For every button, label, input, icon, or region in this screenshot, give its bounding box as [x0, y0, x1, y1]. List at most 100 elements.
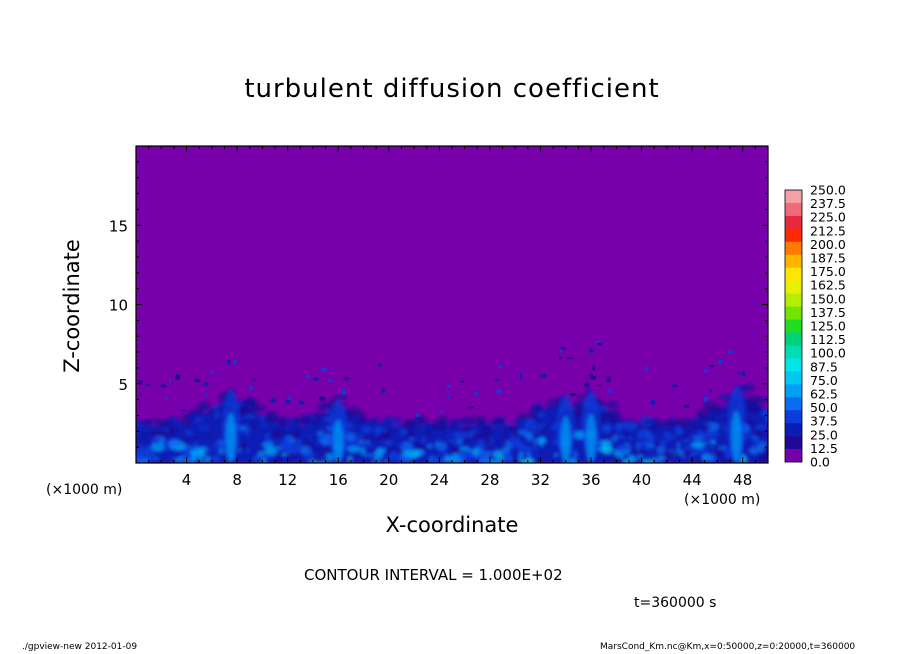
- eddy-mark: [375, 425, 381, 436]
- x-axis-label: X-coordinate: [0, 513, 904, 537]
- scattered-cell: [608, 389, 612, 393]
- scattered-cell: [381, 388, 385, 393]
- eddy-mark: [453, 431, 467, 440]
- eddy-mark: [472, 432, 484, 441]
- scattered-cell: [540, 374, 547, 379]
- eddy-mark: [347, 446, 361, 452]
- scattered-cell: [289, 396, 292, 400]
- eddy-mark: [432, 457, 444, 463]
- eddy-mark: [375, 451, 383, 459]
- eddy-mark: [681, 439, 693, 443]
- x-tick-label: 28: [480, 471, 499, 489]
- eddy-mark: [255, 420, 270, 430]
- scattered-cell: [270, 398, 275, 403]
- eddy-mark: [478, 443, 483, 449]
- x-tick-label: 4: [182, 471, 192, 489]
- eddy-mark: [311, 411, 317, 421]
- eddy-mark: [280, 444, 293, 450]
- eddy-mark: [266, 448, 277, 455]
- eddy-mark: [643, 447, 658, 457]
- eddy-mark: [509, 447, 518, 452]
- scattered-cell: [606, 377, 611, 383]
- eddy-mark: [670, 436, 674, 442]
- scattered-cell: [592, 365, 595, 371]
- colorbar-swatch: [785, 320, 802, 333]
- eddy-mark: [193, 442, 199, 448]
- eddy-mark: [754, 397, 767, 404]
- plume-core: [226, 413, 236, 462]
- eddy-mark: [459, 452, 473, 461]
- scattered-cell: [718, 360, 723, 365]
- scattered-cell: [205, 394, 208, 397]
- eddy-mark: [252, 405, 266, 410]
- y-axis-label: Z-coordinate: [60, 239, 84, 373]
- scattered-cell: [180, 409, 186, 411]
- eddy-mark: [363, 442, 368, 446]
- eddy-mark: [704, 431, 719, 438]
- eddy-mark: [683, 449, 692, 457]
- plume-core: [333, 420, 343, 462]
- scattered-cell: [498, 366, 503, 368]
- x-tick-label: 48: [733, 471, 752, 489]
- scattered-cell: [298, 401, 304, 405]
- scattered-cell: [710, 389, 713, 392]
- eddy-mark: [211, 418, 215, 423]
- eddy-mark: [683, 431, 699, 436]
- scattered-cell: [494, 379, 499, 381]
- scattered-cell: [209, 371, 214, 373]
- eddy-mark: [399, 444, 405, 448]
- eddy-mark: [265, 433, 270, 443]
- scattered-cell: [559, 356, 561, 360]
- eddy-mark: [691, 441, 704, 448]
- eddy-mark: [619, 433, 634, 437]
- scattered-cell: [204, 382, 209, 387]
- eddy-mark: [451, 446, 461, 453]
- scattered-cell: [519, 374, 522, 380]
- eddy-mark: [431, 423, 447, 430]
- scattered-cell: [175, 374, 180, 380]
- eddy-mark: [402, 451, 412, 456]
- eddy-mark: [707, 411, 717, 421]
- scattered-cell: [703, 369, 708, 373]
- eddy-mark: [157, 453, 162, 456]
- eddy-mark: [675, 419, 685, 424]
- scattered-cell: [319, 396, 326, 400]
- eddy-mark: [746, 398, 752, 407]
- plume-core: [731, 411, 741, 462]
- eddy-mark: [661, 440, 665, 450]
- colorbar-swatch: [785, 449, 802, 462]
- eddy-mark: [438, 441, 447, 445]
- eddy-mark: [439, 450, 446, 453]
- eddy-mark: [412, 450, 424, 455]
- colorbar: 250.0237.5225.0212.5200.0187.5175.0162.5…: [785, 183, 846, 470]
- eddy-mark: [755, 424, 766, 429]
- eddy-mark: [167, 416, 178, 426]
- scattered-cell: [468, 406, 474, 408]
- eddy-mark: [147, 419, 161, 422]
- colorbar-swatch: [785, 203, 802, 216]
- x-tick-label: 40: [632, 471, 651, 489]
- scattered-cell: [737, 372, 739, 375]
- eddy-mark: [616, 445, 629, 452]
- eddy-mark: [622, 453, 630, 460]
- eddy-mark: [153, 437, 160, 444]
- colorbar-swatch: [785, 371, 802, 384]
- eddy-mark: [479, 418, 485, 425]
- scattered-cell: [160, 384, 166, 387]
- scattered-cell: [140, 393, 142, 396]
- scattered-cell: [741, 371, 746, 376]
- scattered-cell: [341, 389, 346, 395]
- scattered-cell: [138, 380, 143, 383]
- eddy-mark: [607, 401, 618, 410]
- x-tick-label: 16: [329, 471, 348, 489]
- eddy-mark: [158, 430, 174, 438]
- scattered-cell: [343, 377, 349, 381]
- time-label: t=360000 s: [634, 595, 716, 611]
- colorbar-swatch: [785, 190, 802, 203]
- colorbar-swatch: [785, 358, 802, 371]
- scattered-cell: [194, 379, 201, 383]
- eddy-mark: [509, 438, 521, 448]
- eddy-mark: [695, 418, 702, 424]
- scattered-cell: [589, 374, 593, 377]
- eddy-mark: [201, 432, 206, 441]
